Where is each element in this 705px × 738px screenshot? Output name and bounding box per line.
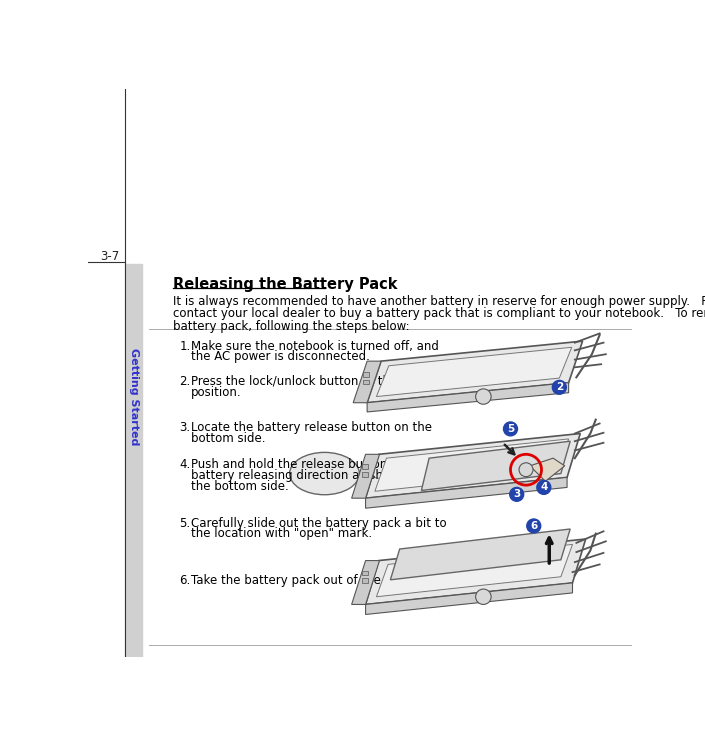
Text: 5: 5 — [507, 424, 514, 434]
Bar — [362, 570, 368, 575]
Polygon shape — [366, 583, 572, 615]
Polygon shape — [366, 477, 567, 508]
Text: the bottom side.: the bottom side. — [191, 480, 289, 493]
Text: the AC power is disconnected.: the AC power is disconnected. — [191, 351, 370, 363]
Polygon shape — [352, 561, 379, 604]
Text: 5.: 5. — [180, 517, 190, 530]
Polygon shape — [530, 458, 565, 481]
Circle shape — [510, 487, 524, 501]
Text: bottom side.: bottom side. — [191, 432, 266, 445]
Text: 6: 6 — [530, 521, 537, 531]
Polygon shape — [353, 361, 381, 403]
Text: contact your local dealer to buy a battery pack that is compliant to your notebo: contact your local dealer to buy a batte… — [173, 307, 705, 320]
Text: 4: 4 — [540, 483, 548, 492]
Text: 1.: 1. — [180, 339, 191, 353]
Text: Releasing the Battery Pack: Releasing the Battery Pack — [173, 277, 398, 292]
Bar — [363, 372, 369, 376]
Circle shape — [527, 519, 541, 533]
Circle shape — [503, 422, 517, 436]
Text: It is always recommended to have another battery in reserve for enough power sup: It is always recommended to have another… — [173, 295, 705, 308]
Text: 3-7: 3-7 — [100, 250, 119, 263]
Text: position.: position. — [191, 386, 242, 399]
Text: battery pack, following the steps below:: battery pack, following the steps below: — [173, 320, 410, 333]
Bar — [125, 264, 142, 657]
Text: 4.: 4. — [180, 458, 191, 471]
Text: Locate the battery release button on the: Locate the battery release button on the — [191, 421, 432, 434]
Text: 2.: 2. — [180, 375, 191, 388]
Polygon shape — [367, 341, 582, 403]
Text: 3: 3 — [513, 489, 520, 500]
Bar — [363, 379, 369, 384]
Polygon shape — [367, 383, 569, 412]
Circle shape — [476, 389, 491, 404]
Circle shape — [519, 463, 533, 477]
Text: the location with "open" mark.: the location with "open" mark. — [191, 528, 372, 540]
Bar — [362, 579, 368, 583]
Circle shape — [476, 589, 491, 604]
Text: Push and hold the release button to the: Push and hold the release button to the — [191, 458, 427, 471]
Text: Make sure the notebook is turned off, and: Make sure the notebook is turned off, an… — [191, 339, 439, 353]
Text: 6.: 6. — [180, 573, 191, 587]
Text: 2: 2 — [556, 382, 563, 393]
Circle shape — [552, 380, 566, 394]
Text: Getting Started: Getting Started — [129, 348, 139, 445]
Polygon shape — [366, 433, 580, 498]
Bar — [362, 472, 368, 477]
Polygon shape — [366, 539, 586, 604]
Text: Carefully slide out the battery pack a bit to: Carefully slide out the battery pack a b… — [191, 517, 447, 530]
Ellipse shape — [290, 452, 360, 494]
Polygon shape — [376, 545, 572, 597]
Polygon shape — [375, 439, 569, 492]
Bar — [362, 464, 368, 469]
Circle shape — [537, 480, 551, 494]
Polygon shape — [352, 455, 379, 498]
Text: Press the lock/unlock button to the unlocked: Press the lock/unlock button to the unlo… — [191, 375, 454, 388]
Text: battery releasing direction as shown on: battery releasing direction as shown on — [191, 469, 426, 482]
Polygon shape — [376, 348, 572, 396]
Polygon shape — [422, 441, 570, 491]
Polygon shape — [391, 529, 570, 580]
Text: Take the battery pack out of the battery tray.: Take the battery pack out of the battery… — [191, 573, 458, 587]
Text: 3.: 3. — [180, 421, 190, 434]
